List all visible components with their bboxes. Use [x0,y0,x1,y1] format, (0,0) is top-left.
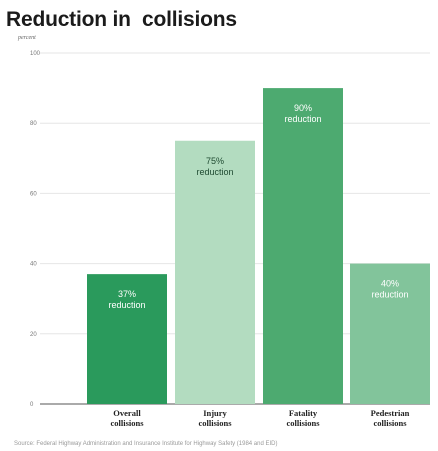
x-category-label: Fatality [289,408,318,418]
y-tick-label: 80 [30,121,37,127]
y-tick-label: 20 [30,332,37,338]
chart-title: Reduction in collisions [6,8,237,31]
bar-data-label: reduction [108,300,145,310]
x-category-label: collisions [110,418,144,428]
y-tick-label: 0 [30,402,34,408]
bar [350,263,430,404]
x-category-label: Pedestrian [371,408,410,418]
bar [175,140,255,404]
x-category-label: collisions [373,418,407,428]
x-category-label: Overall [113,408,141,418]
x-category-label: collisions [198,418,232,428]
x-category-label: Injury [203,408,227,418]
bar-data-label: 90% [294,103,312,113]
bar-data-label: 75% [206,156,224,166]
bar-data-label: 40% [381,279,399,289]
y-tick-label: 60 [30,191,37,197]
bar [87,274,167,404]
bar-data-label: reduction [196,167,233,177]
y-tick-label: 40 [30,262,37,268]
bar-data-label: reduction [284,114,321,124]
bar-data-label: 37% [118,289,136,299]
y-tick-label: 100 [30,51,41,57]
source-note: Source: Federal Highway Administration a… [14,441,278,447]
y-axis-unit-label: percent [18,35,36,41]
bar [263,88,343,404]
bar-data-label: reduction [371,290,408,300]
x-category-label: collisions [286,418,320,428]
